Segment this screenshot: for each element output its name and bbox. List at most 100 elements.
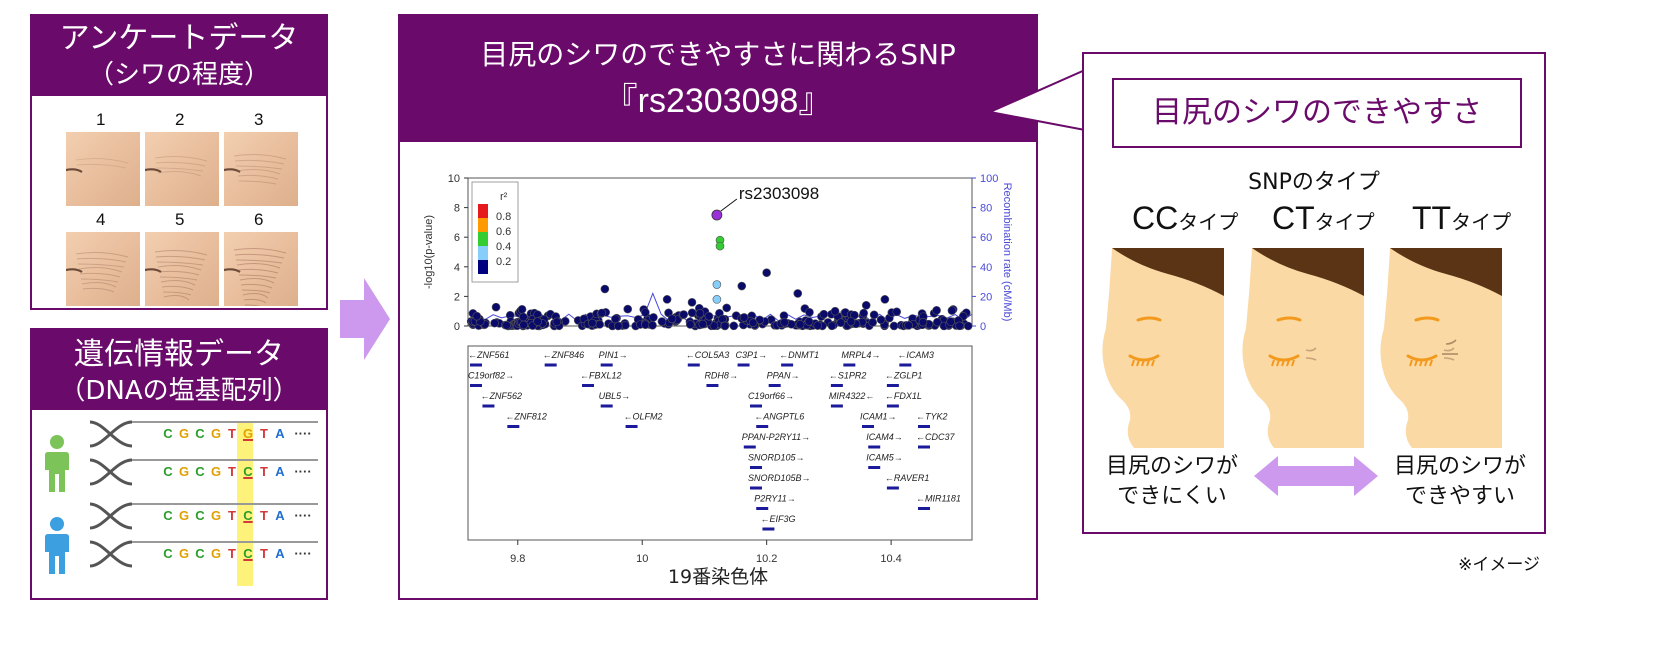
base-letter: G (178, 426, 190, 441)
base-letter: C (195, 508, 205, 523)
base-letter: C (163, 464, 173, 479)
face-cc (1098, 248, 1224, 448)
base-letter: T (228, 508, 236, 523)
gene-label: ←ZNF561 (468, 350, 510, 360)
eyebrow (1136, 316, 1162, 322)
trait-title: 目尻のシワのできやすさ (1152, 95, 1482, 130)
x-tick-label: 10.4 (880, 553, 901, 565)
legend-swatch (478, 218, 488, 232)
snp-point (679, 310, 689, 319)
less-wrinkles-text: 目尻のシワが できにくい (1105, 454, 1238, 509)
gene-label: ←ZNF562 (480, 391, 522, 401)
gene-label: PPAN-P2RY11→ (742, 432, 810, 442)
snp-point (595, 320, 604, 329)
eyelash (1136, 359, 1140, 367)
snp-point (641, 308, 650, 317)
type-ct-label: CTタイプ (1272, 200, 1375, 236)
snp-point (621, 320, 630, 330)
snp-point (793, 289, 803, 298)
wrinkle-grade-number: 5 (175, 210, 185, 229)
legend-swatch (478, 204, 488, 218)
sequence-ellipsis: ···· (294, 426, 312, 441)
snp-point (859, 308, 868, 318)
survey-title: アンケートデータ (59, 21, 299, 56)
legend-label: 0.2 (496, 256, 511, 268)
snp-point (649, 313, 658, 322)
snp-point (698, 319, 708, 329)
chromosome-caption: 19番染色体 (667, 566, 769, 588)
eyebrow (1276, 316, 1302, 322)
snp-point (846, 317, 856, 326)
y-tick-label: 6 (454, 232, 460, 244)
wrinkle-line (1305, 347, 1317, 352)
snp-point (889, 321, 899, 331)
snp-point (704, 311, 714, 321)
eyelash (1141, 359, 1145, 367)
face-tt (1376, 248, 1502, 448)
legend-swatch (478, 232, 488, 246)
snp-point (502, 320, 511, 330)
snp-point (722, 303, 732, 313)
gene-label: ←FBXL12 (580, 371, 622, 381)
snp-base: G (242, 426, 254, 441)
wrinkle-line (1443, 347, 1455, 352)
gene-track-frame (467, 345, 973, 541)
face-skin (1380, 248, 1502, 448)
snp-point (748, 318, 758, 328)
eyelash (1281, 359, 1285, 367)
image-note: ※イメージ (1458, 555, 1540, 575)
snp-point (641, 320, 650, 329)
face-ct (1238, 248, 1364, 448)
base-letter: G (210, 464, 222, 479)
snp-point (519, 312, 528, 322)
gene-label: C19orf82→ (468, 371, 514, 381)
x-tick-label: 10 (636, 553, 648, 565)
sequence-ellipsis: ···· (294, 508, 312, 523)
wrinkle-photo (224, 132, 298, 206)
base-letter: T (260, 426, 268, 441)
person-green-icon (45, 435, 69, 492)
snp-center-panel: 目尻のシワのできやすさに関わるSNP 『rs2303098』 0 2 4 6 8 10 0 2… (398, 14, 1038, 600)
base-sequence: C G C G T C T A ···· (160, 464, 318, 479)
gene-label: ICAM5→ (866, 453, 903, 463)
base-letter: G (178, 546, 190, 561)
snp-base: C (243, 464, 253, 479)
snp-point (918, 317, 928, 327)
wrinkle-grade-number: 1 (96, 110, 106, 129)
gene-label: ←ZNF812 (505, 412, 547, 422)
eyelash (1414, 359, 1418, 367)
genetic-title: 遺伝情報データ (74, 337, 284, 372)
survey-header: アンケートデータ （シワの程度） (32, 16, 326, 96)
gene-label: ←MIR1181 (916, 494, 961, 504)
snp-point (946, 317, 955, 326)
eyelash (1271, 359, 1275, 367)
dna-helix-icon (89, 420, 318, 448)
base-letter: T (228, 426, 236, 441)
gene-label: ←ZGLP1 (885, 371, 923, 381)
snp-point (695, 309, 705, 318)
y-tick-label: 4 (454, 262, 460, 274)
snp-point (868, 318, 877, 327)
eyelash (1131, 359, 1135, 367)
y-tick-label: 10 (448, 173, 460, 185)
legend-label: 0.6 (496, 226, 511, 238)
y-axis-label: -log10(p-value) (423, 215, 435, 289)
wrinkle-photo (66, 132, 140, 206)
gene-label: MRPL4→ (841, 350, 880, 360)
snp-point (880, 295, 890, 304)
eyelash (1151, 359, 1155, 367)
snp-point (490, 318, 499, 328)
hair (1112, 248, 1224, 296)
snp-base: C (243, 546, 253, 561)
wrinkle-grade-number: 2 (175, 110, 185, 129)
gene-label: PPAN→ (767, 371, 800, 381)
snp-point (685, 320, 695, 329)
base-sequence: C G C G T C T A ···· (160, 508, 318, 523)
snp-point (869, 310, 879, 320)
gene-label: ←ANGPTL6 (754, 412, 804, 422)
snp-point (827, 321, 837, 331)
y-tick-label: 2 (454, 291, 460, 303)
wrinkle-line (1305, 357, 1317, 361)
wrinkle-photo (224, 232, 298, 306)
type-cc-label: CCタイプ (1132, 200, 1239, 236)
